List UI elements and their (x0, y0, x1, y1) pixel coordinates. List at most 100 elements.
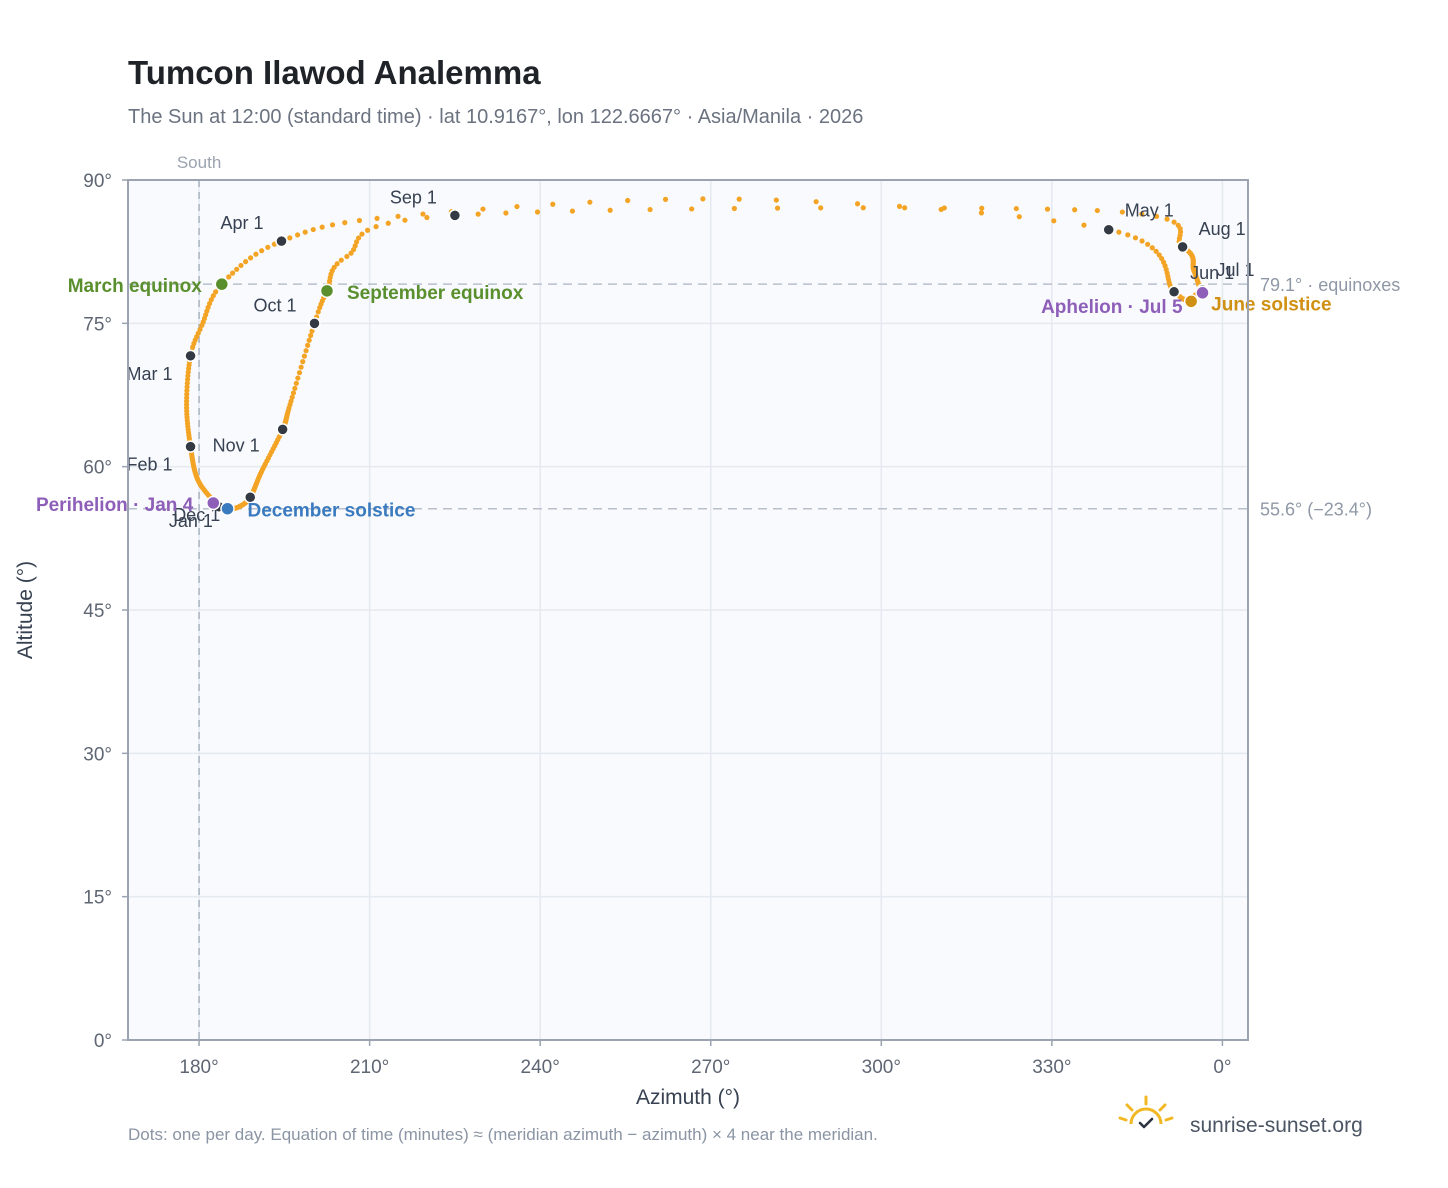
axis-ticks: 180° 210° 240° 270° 300° 330° 0° 0° 15° 30° 45° 60°… (83, 171, 1231, 1078)
month-label: Jan 1 (169, 511, 213, 531)
daily-dot (355, 235, 362, 241)
daily-dot (587, 199, 593, 205)
x-axis-title: Azimuth (°) (636, 1086, 740, 1109)
event-marker (1183, 294, 1199, 309)
daily-dot (625, 197, 631, 204)
daily-dot (978, 210, 985, 216)
daily-dot (319, 224, 325, 230)
y-tick-label: 90° (83, 171, 112, 192)
daily-dot (238, 262, 244, 269)
daily-dot (1132, 235, 1139, 241)
daily-dot (317, 305, 323, 311)
daily-dot (774, 205, 781, 211)
daily-dot (184, 391, 190, 397)
y-tick-label: 30° (83, 744, 112, 765)
daily-dot (1139, 211, 1145, 217)
daily-dot (348, 250, 354, 256)
chart-title: Tumcon Ilawod Analemma (128, 54, 541, 91)
daily-dot (813, 199, 819, 205)
daily-dot (1051, 218, 1057, 224)
daily-dot (292, 385, 298, 391)
daily-dot (208, 297, 214, 303)
daily-dot (1116, 229, 1122, 235)
daily-dot (736, 196, 742, 202)
y-tick-label: 45° (83, 601, 112, 622)
daily-dot (1139, 238, 1145, 244)
event-marker (319, 283, 335, 299)
daily-dot (1016, 214, 1022, 220)
daily-dot (503, 210, 509, 216)
daily-dot (253, 251, 259, 257)
daily-dot (860, 205, 866, 211)
daily-dot (287, 235, 293, 241)
event-marker (220, 501, 235, 516)
daily-dot (480, 206, 486, 212)
daily-dot (329, 222, 336, 228)
daily-dot (184, 380, 190, 386)
daily-dot (1072, 207, 1078, 213)
daily-dot (1164, 216, 1170, 222)
x-tick-label: 240° (521, 1057, 560, 1078)
daily-dot (310, 226, 316, 233)
month-label: Aug 1 (1199, 219, 1246, 239)
daily-dot (338, 257, 344, 263)
daily-dot (647, 206, 653, 213)
month-marker (448, 209, 462, 222)
daily-dot (293, 380, 299, 386)
daily-dot (359, 231, 365, 237)
daily-dot (424, 214, 430, 221)
daily-dot (344, 253, 350, 260)
daily-dot (818, 205, 824, 211)
daily-dot (700, 196, 706, 202)
footnote: Dots: one per day. Equation of time (min… (128, 1125, 878, 1144)
daily-dot (979, 205, 985, 211)
y-tick-label: 0° (94, 1031, 112, 1052)
chart-subtitle: The Sun at 12:00 (standard time) · lat 1… (128, 106, 863, 128)
brand-name: sunrise-sunset.org (1190, 1114, 1363, 1137)
daily-dot (395, 213, 401, 219)
month-label: Dec 1 (173, 505, 220, 525)
daily-dot (385, 220, 391, 226)
daily-dot (296, 370, 303, 376)
x-tick-label: 300° (862, 1057, 901, 1078)
x-tick-label: 180° (179, 1057, 218, 1078)
event-label: September equinox (347, 283, 524, 304)
daily-dot (300, 359, 306, 365)
daily-dot (1149, 245, 1155, 251)
daily-dot (290, 390, 297, 396)
month-label: Mar 1 (127, 364, 173, 384)
month-marker (1102, 223, 1115, 236)
daily-dot (197, 326, 203, 333)
month-label: Feb 1 (127, 455, 173, 475)
daily-dot (303, 348, 309, 354)
daily-dot (1171, 219, 1177, 225)
event-marker (1195, 285, 1210, 301)
daily-dot (1125, 232, 1131, 238)
daily-dot (364, 227, 371, 233)
daily-dot (301, 353, 308, 359)
daily-dot (298, 364, 304, 370)
daily-dot (402, 217, 408, 223)
month-label: May 1 (1125, 201, 1174, 221)
daily-dot (773, 197, 779, 203)
daily-dot (302, 229, 308, 235)
month-marker (243, 490, 257, 504)
daily-dot (356, 217, 363, 224)
daily-dot (226, 274, 232, 280)
daily-dot (1145, 241, 1151, 247)
reference-line-label: 55.6° (−23.4°) (1260, 500, 1372, 520)
daily-dot (662, 196, 669, 202)
y-tick-label: 75° (83, 314, 112, 335)
daily-dot (308, 332, 314, 339)
month-marker (1167, 285, 1181, 299)
daily-dot (243, 259, 249, 265)
daily-dot (569, 208, 576, 214)
month-label: Nov 1 (213, 435, 260, 455)
event-label: June solstice (1211, 294, 1331, 315)
month-marker (275, 234, 288, 248)
daily-dot (374, 215, 380, 222)
month-label: Jun 1 (1190, 263, 1234, 283)
daily-dot (420, 211, 426, 217)
daily-dot (309, 328, 315, 334)
